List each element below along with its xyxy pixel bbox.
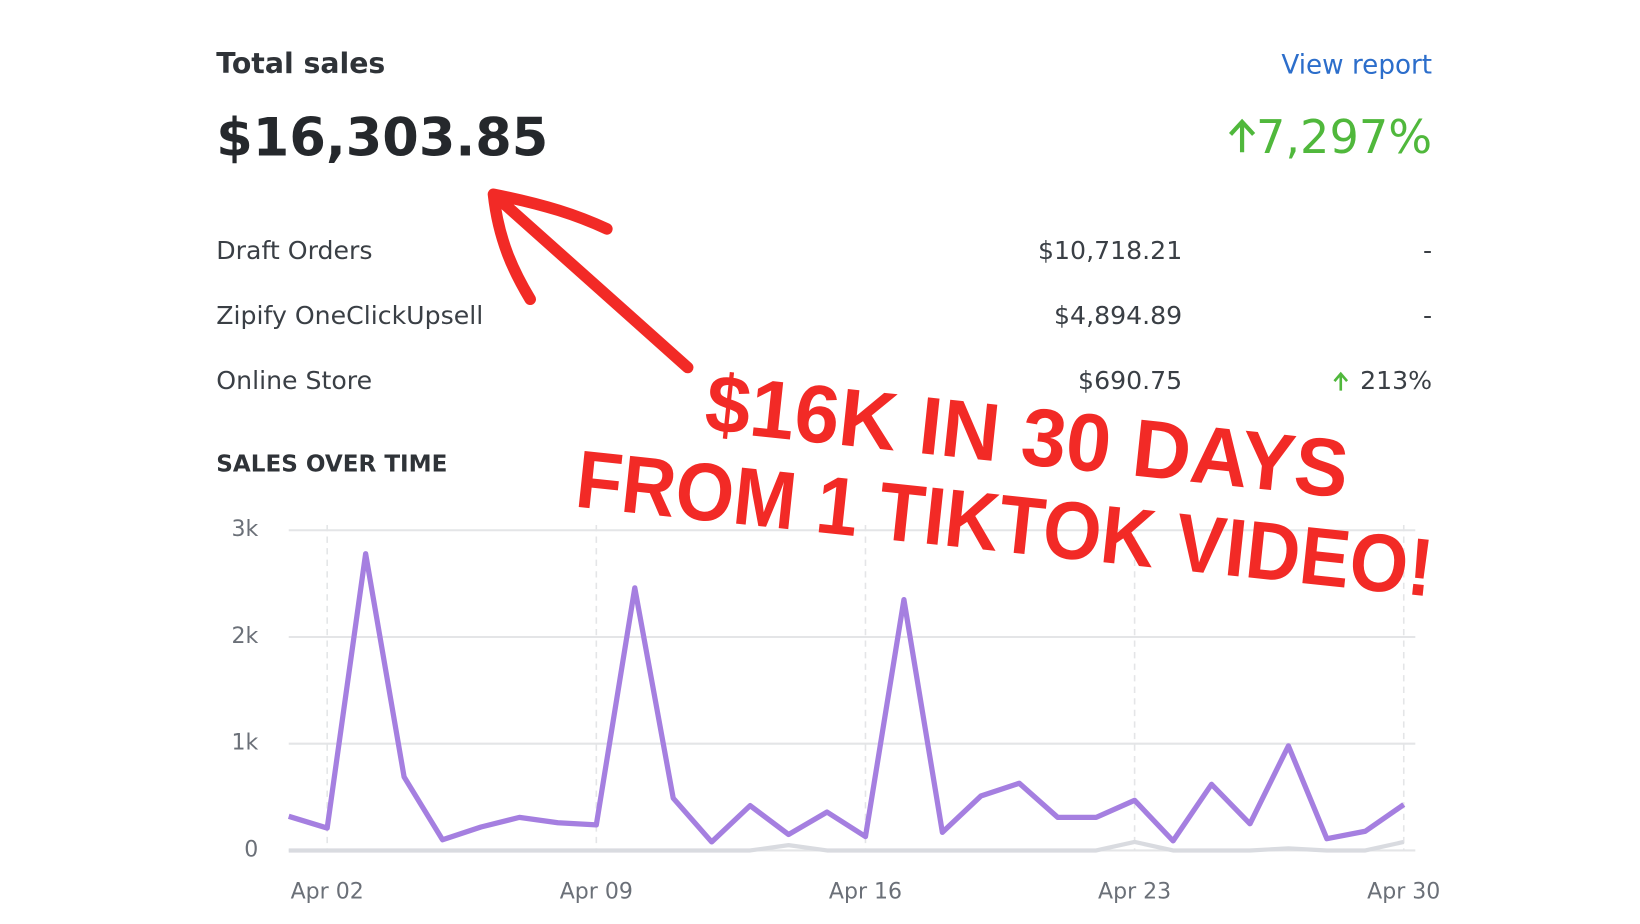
annotation: $16K IN 30 DAYS FROM 1 TIKTOK VIDEO! [572, 358, 1438, 615]
annotation-arrow [487, 188, 694, 374]
total-sales: $16,303.85 [216, 107, 548, 168]
y-tick-label: 3k [232, 517, 259, 542]
breakdown: Draft Orders $10,718.21 - Zipify OneClickUp… [216, 236, 1432, 395]
channel-change: 213% [1360, 366, 1432, 395]
channel-sales: $690.75 [1078, 366, 1182, 395]
channel-sales: $10,718.21 [1038, 236, 1182, 265]
x-tick-label: Apr 02 [291, 879, 364, 904]
chart-title: SALES OVER TIME [216, 452, 447, 478]
view-report-link[interactable]: View report [1281, 51, 1432, 81]
series-line [287, 551, 1406, 845]
channel-change: - [1423, 301, 1432, 330]
y-tick-label: 2k [232, 624, 259, 649]
channel-name: Draft Orders [216, 236, 372, 265]
channel-change: - [1423, 236, 1432, 265]
x-tick-label: Apr 23 [1098, 879, 1171, 904]
total-change: 7,297% [1256, 110, 1432, 164]
channel-name: Online Store [216, 366, 372, 395]
up-arrow-icon [1333, 371, 1349, 391]
channel-sales: $4,894.89 [1054, 301, 1182, 330]
up-arrow-icon [1228, 118, 1256, 153]
y-tick-label: 0 [244, 837, 258, 862]
card-title: Total sales [216, 47, 385, 80]
chart: 0 1k 2k 3k Apr 02 Apr 09 Apr 16 Apr 23 Apr 30 [232, 517, 1441, 904]
channel-name: Zipify OneClickUpsell [216, 301, 483, 330]
x-tick-label: Apr 16 [829, 879, 902, 904]
x-tick-label: Apr 09 [560, 879, 633, 904]
y-tick-label: 1k [232, 731, 259, 756]
x-tick-label: Apr 30 [1367, 879, 1440, 904]
series-line [288, 839, 1405, 853]
